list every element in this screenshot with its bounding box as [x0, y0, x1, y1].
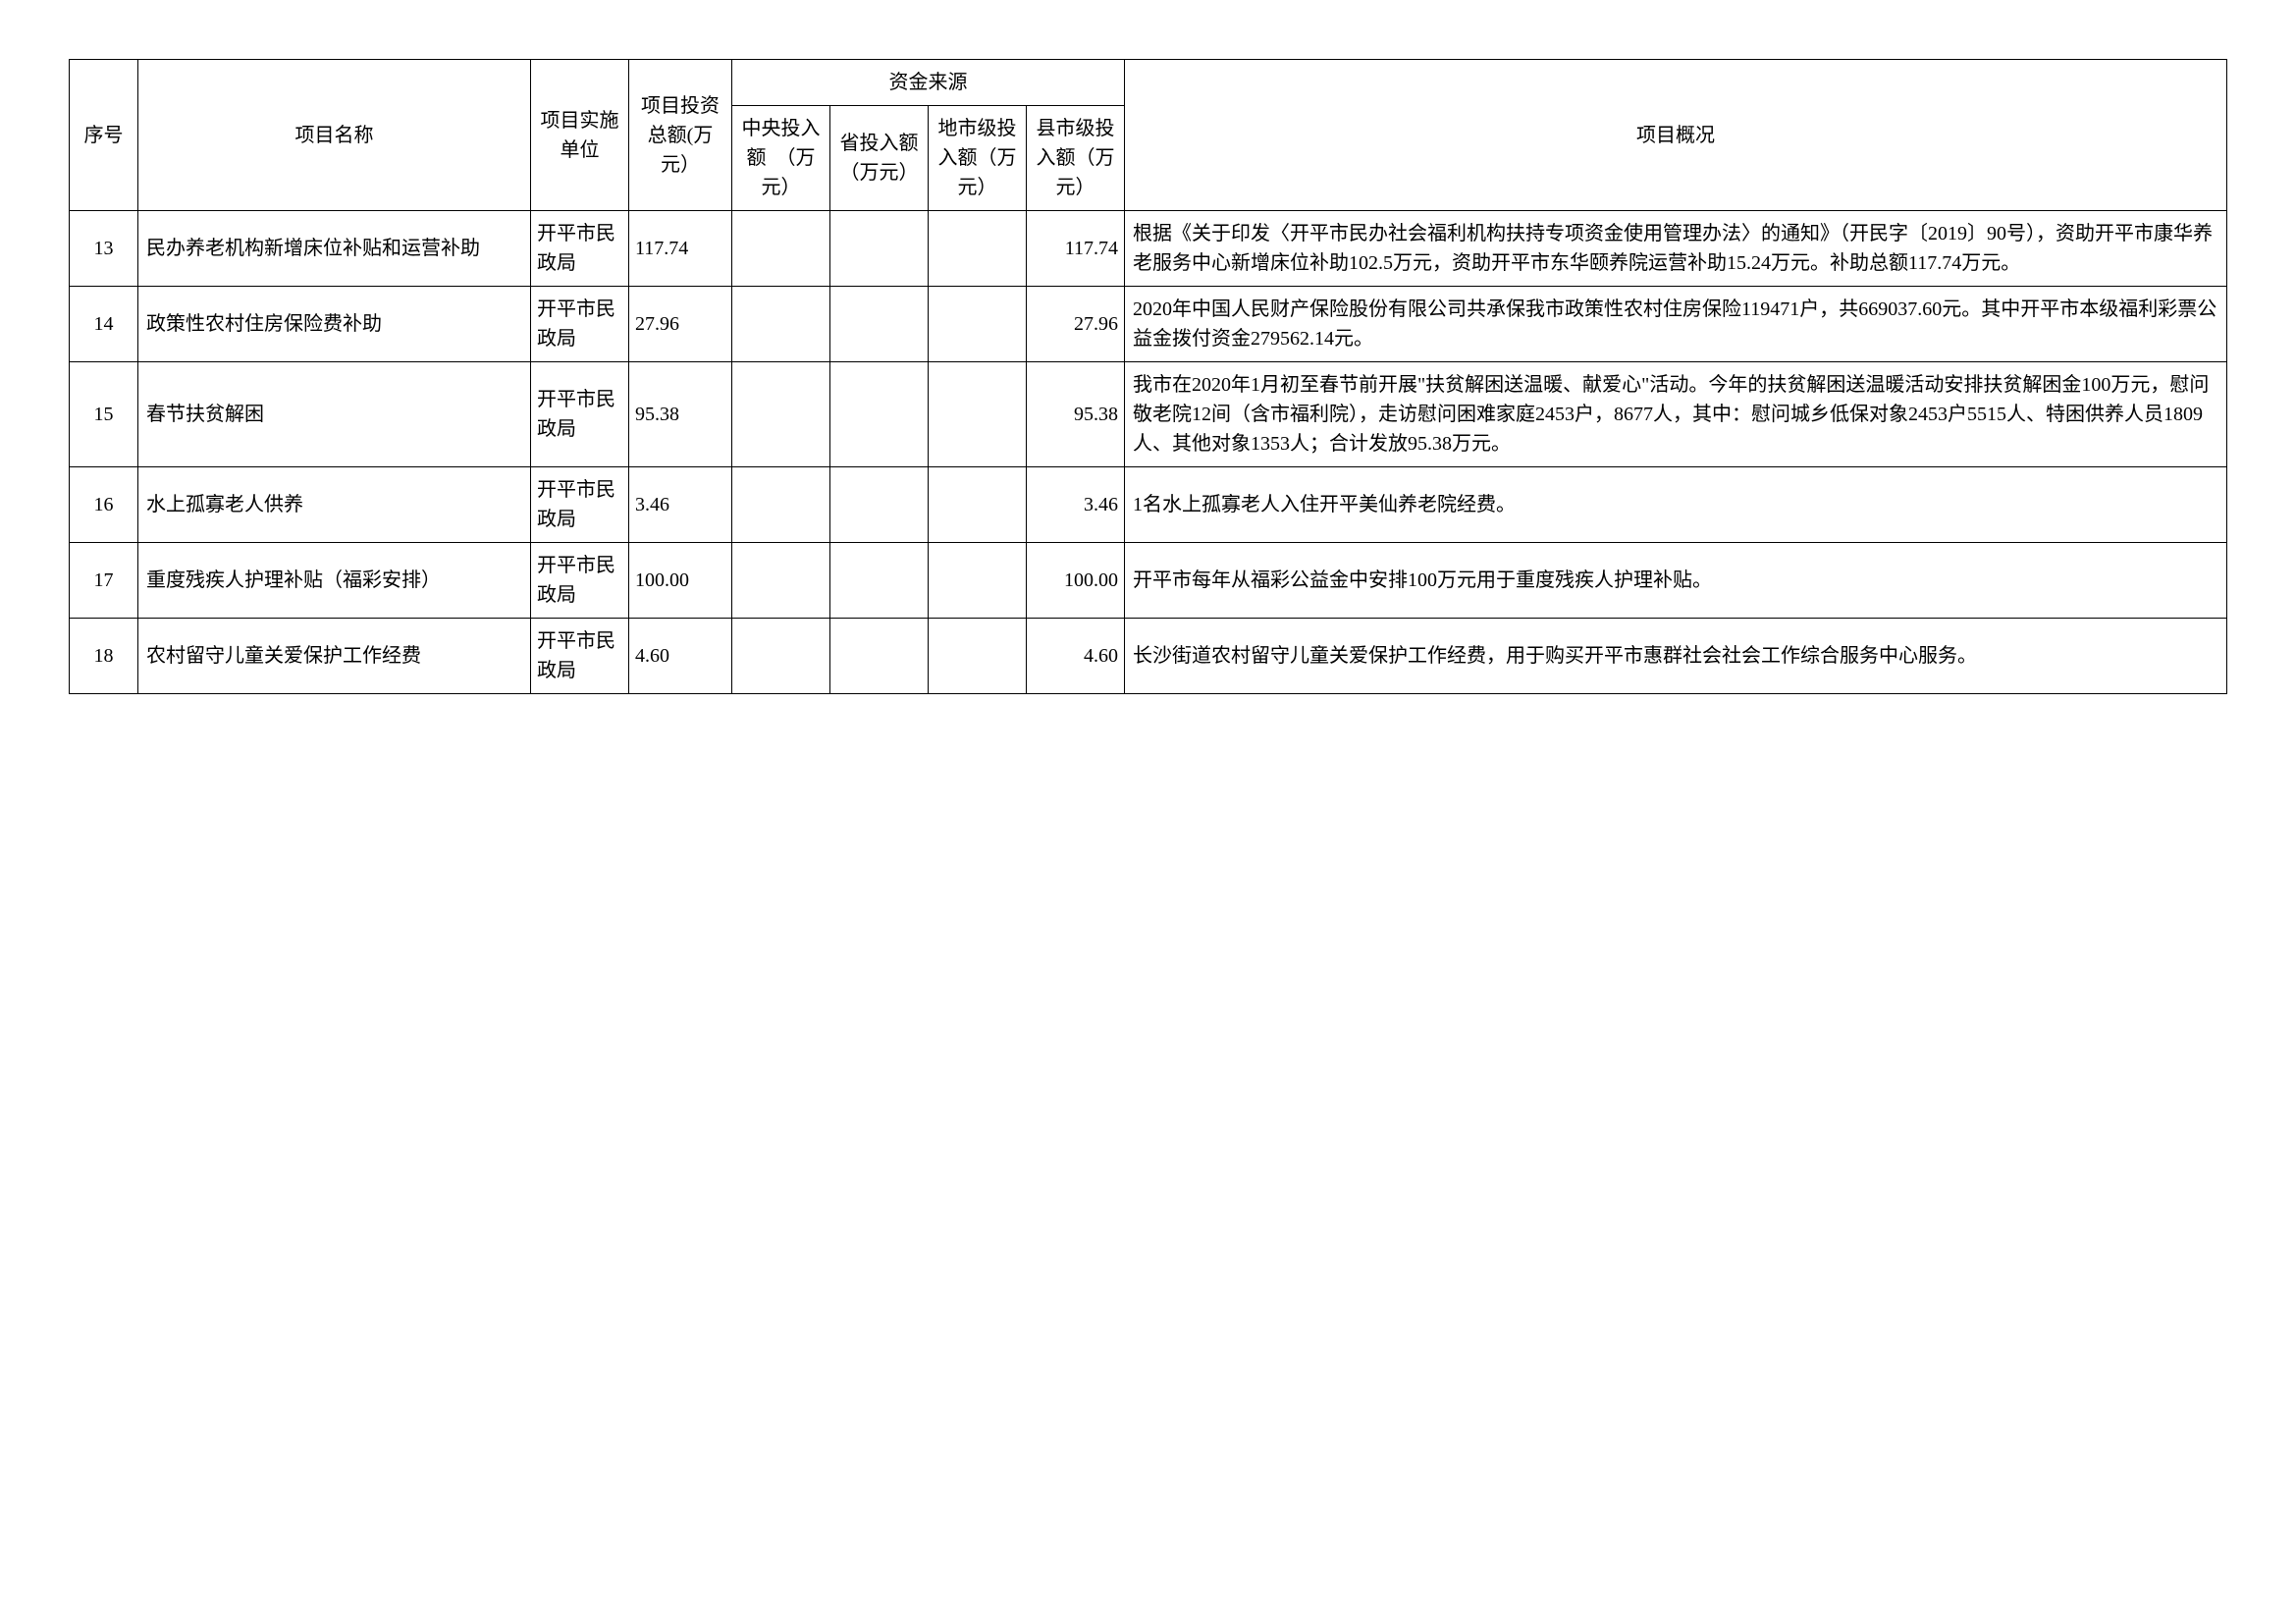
cell-province [830, 211, 929, 287]
cell-city [929, 619, 1027, 694]
cell-desc: 2020年中国人民财产保险股份有限公司共承保我市政策性农村住房保险119471户… [1125, 287, 2227, 362]
cell-seq: 13 [70, 211, 138, 287]
cell-central [732, 619, 830, 694]
header-city: 地市级投入额（万元） [929, 106, 1027, 211]
cell-province [830, 287, 929, 362]
cell-name: 水上孤寡老人供养 [138, 467, 531, 543]
header-county: 县市级投入额（万元） [1027, 106, 1125, 211]
cell-city [929, 362, 1027, 467]
table-header: 序号 项目名称 项目实施单位 项目投资总额(万元） 资金来源 项目概况 中央投入… [70, 60, 2227, 211]
header-total: 项目投资总额(万元） [629, 60, 732, 211]
cell-unit: 开平市民政局 [531, 287, 629, 362]
cell-desc: 我市在2020年1月初至春节前开展"扶贫解困送温暖、献爱心"活动。今年的扶贫解困… [1125, 362, 2227, 467]
cell-city [929, 211, 1027, 287]
table-row: 18农村留守儿童关爱保护工作经费开平市民政局4.604.60长沙街道农村留守儿童… [70, 619, 2227, 694]
funding-table: 序号 项目名称 项目实施单位 项目投资总额(万元） 资金来源 项目概况 中央投入… [69, 59, 2227, 694]
cell-total: 95.38 [629, 362, 732, 467]
cell-county: 117.74 [1027, 211, 1125, 287]
cell-county: 100.00 [1027, 543, 1125, 619]
header-source-group: 资金来源 [732, 60, 1125, 106]
header-desc: 项目概况 [1125, 60, 2227, 211]
cell-seq: 18 [70, 619, 138, 694]
table-row: 16水上孤寡老人供养开平市民政局3.463.461名水上孤寡老人入住开平美仙养老… [70, 467, 2227, 543]
cell-name: 春节扶贫解困 [138, 362, 531, 467]
cell-central [732, 467, 830, 543]
cell-desc: 长沙街道农村留守儿童关爱保护工作经费，用于购买开平市惠群社会社会工作综合服务中心… [1125, 619, 2227, 694]
cell-name: 政策性农村住房保险费补助 [138, 287, 531, 362]
cell-seq: 15 [70, 362, 138, 467]
header-name: 项目名称 [138, 60, 531, 211]
cell-county: 4.60 [1027, 619, 1125, 694]
cell-county: 95.38 [1027, 362, 1125, 467]
cell-unit: 开平市民政局 [531, 619, 629, 694]
cell-name: 民办养老机构新增床位补贴和运营补助 [138, 211, 531, 287]
cell-seq: 16 [70, 467, 138, 543]
cell-desc: 根据《关于印发〈开平市民办社会福利机构扶持专项资金使用管理办法〉的通知》（开民字… [1125, 211, 2227, 287]
header-central: 中央投入额 （万元） [732, 106, 830, 211]
cell-desc: 开平市每年从福彩公益金中安排100万元用于重度残疾人护理补贴。 [1125, 543, 2227, 619]
cell-unit: 开平市民政局 [531, 362, 629, 467]
cell-province [830, 467, 929, 543]
table-row: 17重度残疾人护理补贴（福彩安排）开平市民政局100.00100.00开平市每年… [70, 543, 2227, 619]
header-seq: 序号 [70, 60, 138, 211]
cell-central [732, 543, 830, 619]
cell-total: 27.96 [629, 287, 732, 362]
header-province: 省投入额（万元） [830, 106, 929, 211]
cell-total: 3.46 [629, 467, 732, 543]
cell-central [732, 287, 830, 362]
cell-city [929, 287, 1027, 362]
table-body: 13民办养老机构新增床位补贴和运营补助开平市民政局117.74117.74根据《… [70, 211, 2227, 694]
cell-county: 3.46 [1027, 467, 1125, 543]
cell-unit: 开平市民政局 [531, 543, 629, 619]
table-row: 15春节扶贫解困开平市民政局95.3895.38我市在2020年1月初至春节前开… [70, 362, 2227, 467]
header-unit: 项目实施单位 [531, 60, 629, 211]
table-row: 13民办养老机构新增床位补贴和运营补助开平市民政局117.74117.74根据《… [70, 211, 2227, 287]
cell-seq: 14 [70, 287, 138, 362]
cell-seq: 17 [70, 543, 138, 619]
table-row: 14政策性农村住房保险费补助开平市民政局27.9627.962020年中国人民财… [70, 287, 2227, 362]
cell-city [929, 543, 1027, 619]
cell-desc: 1名水上孤寡老人入住开平美仙养老院经费。 [1125, 467, 2227, 543]
cell-city [929, 467, 1027, 543]
cell-total: 117.74 [629, 211, 732, 287]
cell-province [830, 543, 929, 619]
cell-total: 4.60 [629, 619, 732, 694]
cell-province [830, 362, 929, 467]
cell-total: 100.00 [629, 543, 732, 619]
cell-county: 27.96 [1027, 287, 1125, 362]
cell-name: 农村留守儿童关爱保护工作经费 [138, 619, 531, 694]
cell-unit: 开平市民政局 [531, 467, 629, 543]
cell-central [732, 211, 830, 287]
cell-unit: 开平市民政局 [531, 211, 629, 287]
cell-name: 重度残疾人护理补贴（福彩安排） [138, 543, 531, 619]
cell-central [732, 362, 830, 467]
cell-province [830, 619, 929, 694]
